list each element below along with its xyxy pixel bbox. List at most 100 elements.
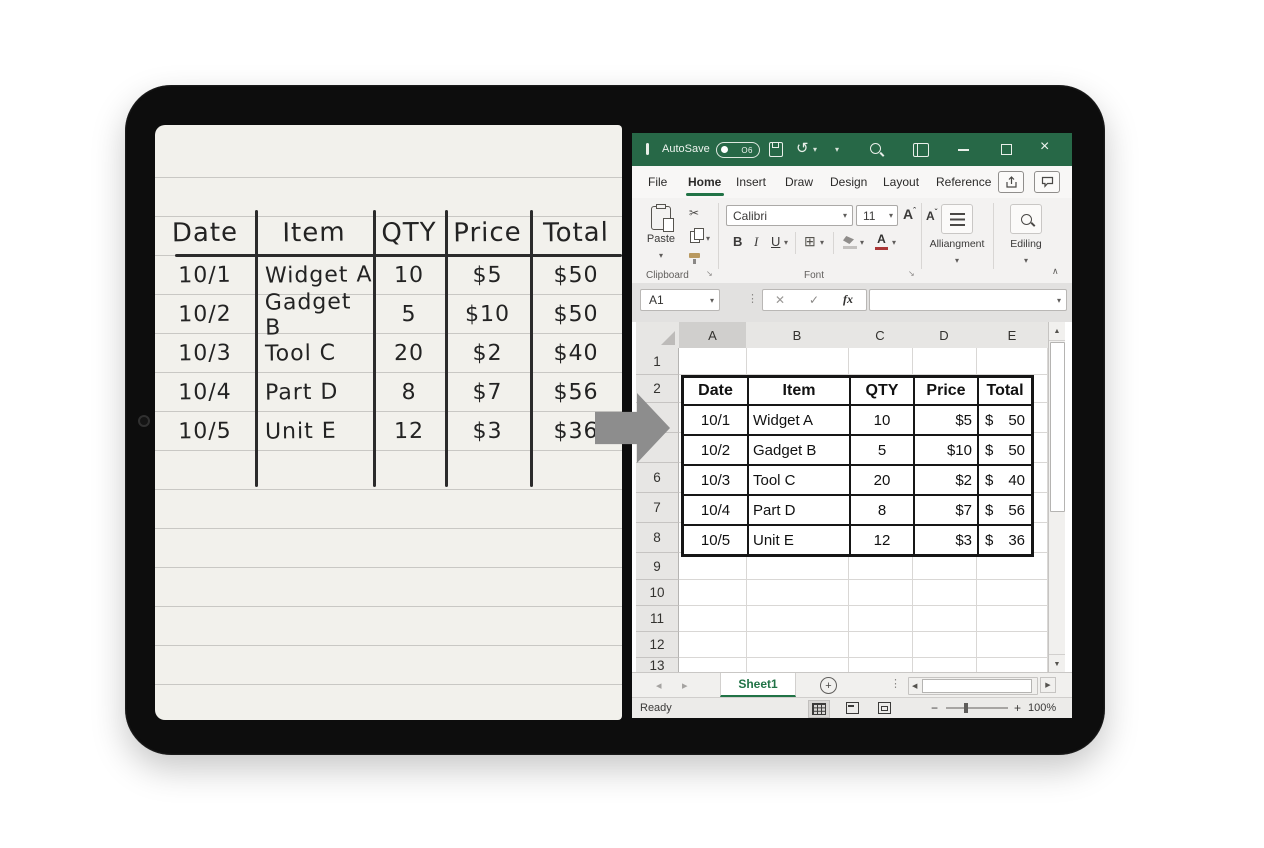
share-icon (1005, 175, 1017, 188)
group-separator (993, 203, 994, 269)
row-header[interactable]: 7 (636, 493, 679, 523)
collapse-ribbon-icon[interactable]: ∧ (1052, 266, 1059, 276)
undo-dropdown-icon[interactable]: ▾ (813, 145, 818, 154)
tab-file[interactable]: File (648, 175, 668, 189)
scroll-right-button[interactable]: ▶ (1040, 677, 1056, 693)
enter-icon[interactable]: ✓ (809, 293, 820, 307)
shrink-font-button[interactable]: Aˇ (926, 208, 938, 223)
column-header-c[interactable]: C (848, 322, 913, 349)
font-name-combo[interactable]: Calibri ▾ (726, 205, 853, 226)
cancel-icon[interactable]: ✕ (775, 293, 786, 307)
row-header[interactable]: 13 (636, 658, 679, 673)
tab-insert[interactable]: Insert (736, 175, 767, 189)
tab-home[interactable]: Home (688, 175, 722, 189)
copy-icon[interactable] (690, 228, 704, 243)
row-header[interactable]: 11 (636, 606, 679, 632)
format-painter-icon[interactable] (689, 253, 700, 264)
tab-draw[interactable]: Draw (785, 175, 814, 189)
nb-cell: 10 (393, 262, 425, 289)
row-header[interactable]: 8 (636, 523, 679, 553)
font-color-dropdown-icon[interactable]: ▾ (892, 238, 897, 247)
tab-layout[interactable]: Layout (883, 175, 920, 189)
column-header-b[interactable]: B (746, 322, 849, 349)
horizontal-scroll-thumb[interactable] (922, 679, 1032, 693)
autosave-toggle[interactable]: O6 (716, 142, 760, 158)
column-header-a[interactable]: A (679, 322, 747, 350)
xl-cell: 10/3 (683, 465, 748, 495)
name-box[interactable]: A1 ▾ (640, 289, 720, 311)
xl-cell: 10/5 (683, 525, 748, 555)
xl-cell: $50 (978, 435, 1032, 465)
borders-icon[interactable]: ⊞ (804, 233, 816, 249)
maximize-button[interactable] (1001, 144, 1012, 155)
font-dialog-launcher-icon[interactable]: ↘ (908, 269, 915, 278)
toggle-knob-icon (721, 146, 728, 153)
zoom-out-icon[interactable]: − (931, 701, 939, 715)
active-tab-underline (686, 193, 724, 196)
horizontal-scrollbar[interactable]: ◀ (908, 677, 1038, 695)
underline-button[interactable]: U (771, 234, 781, 249)
bold-button[interactable]: B (733, 234, 743, 249)
zoom-slider-track[interactable] (946, 707, 1008, 709)
column-header-d[interactable]: D (912, 322, 977, 349)
zoom-in-icon[interactable]: + (1014, 701, 1022, 715)
zoom-level[interactable]: 100% (1028, 702, 1057, 714)
tab-design[interactable]: Design (830, 175, 868, 189)
insert-function-icon[interactable]: fx (843, 292, 853, 306)
nb-cell: 20 (393, 340, 425, 367)
minimize-button[interactable] (958, 149, 969, 151)
spreadsheet-table[interactable]: Date Item QTY Price Total 10/1 Widget A … (681, 375, 1034, 557)
redo-dropdown-icon[interactable]: ▾ (835, 145, 840, 154)
cut-icon[interactable]: ✂ (689, 206, 700, 220)
close-button[interactable]: × (1040, 138, 1050, 155)
editing-group-button[interactable]: Ediling ▾ (998, 204, 1054, 268)
scroll-down-icon[interactable]: ▼ (1049, 654, 1065, 673)
row-header[interactable]: 2 (636, 375, 679, 403)
scroll-left-icon[interactable]: ◀ (912, 683, 918, 690)
comments-button[interactable] (1034, 171, 1060, 193)
share-button[interactable] (998, 171, 1024, 193)
row-header[interactable]: 6 (636, 463, 679, 493)
name-box-value: A1 (649, 293, 664, 307)
tab-reference[interactable]: Reference (936, 175, 992, 189)
borders-dropdown-icon[interactable]: ▾ (820, 238, 825, 247)
select-all-corner[interactable] (636, 322, 680, 349)
next-sheet-icon[interactable]: ▸ (682, 680, 688, 692)
excel-titlebar: AutoSave O6 ↺ ▾ ▾ × (632, 133, 1072, 166)
font-color-button[interactable]: A (875, 232, 888, 251)
formula-input[interactable]: ▾ (869, 289, 1067, 311)
copy-dropdown-icon[interactable]: ▾ (706, 234, 711, 243)
row-header[interactable]: 12 (636, 632, 679, 658)
zoom-slider-thumb[interactable] (964, 703, 968, 713)
xl-cell: $50 (978, 405, 1032, 435)
fill-color-dropdown-icon[interactable]: ▾ (860, 238, 865, 247)
clipboard-dialog-launcher-icon[interactable]: ↘ (706, 269, 713, 278)
normal-view-button[interactable] (808, 700, 830, 718)
row-header[interactable]: 9 (636, 553, 679, 580)
grow-font-button[interactable]: Aˆ (903, 206, 916, 222)
font-size-combo[interactable]: 11 ▾ (856, 205, 898, 226)
page-layout-view-button[interactable] (842, 700, 862, 716)
alignment-group-button[interactable]: Alliangment ▾ (929, 204, 985, 268)
vertical-scrollbar[interactable]: ▲ ▼ (1048, 322, 1065, 673)
currency-sign: $ (985, 471, 994, 489)
paste-button[interactable]: Paste ▾ (640, 204, 682, 263)
sheet-tab-sheet1[interactable]: Sheet1 (720, 673, 796, 697)
row-header[interactable]: 10 (636, 580, 679, 606)
row-header[interactable]: 1 (636, 348, 679, 375)
page-break-view-button[interactable] (874, 700, 894, 716)
nb-cell: 10/5 (178, 418, 232, 445)
search-icon[interactable] (870, 143, 881, 154)
undo-icon[interactable]: ↺ (796, 140, 809, 157)
underline-dropdown-icon[interactable]: ▾ (784, 238, 789, 247)
italic-button[interactable]: I (754, 234, 759, 249)
ribbon-display-icon[interactable] (913, 143, 929, 157)
vertical-scroll-thumb[interactable] (1050, 342, 1065, 512)
column-header-e[interactable]: E (976, 322, 1049, 349)
prev-sheet-icon[interactable]: ◂ (656, 680, 662, 692)
scroll-up-icon[interactable]: ▲ (1049, 322, 1065, 341)
fill-color-button[interactable] (843, 236, 857, 249)
save-icon[interactable] (769, 142, 783, 157)
new-sheet-button[interactable]: + (820, 677, 837, 694)
nb-cell: $5 (472, 262, 503, 289)
